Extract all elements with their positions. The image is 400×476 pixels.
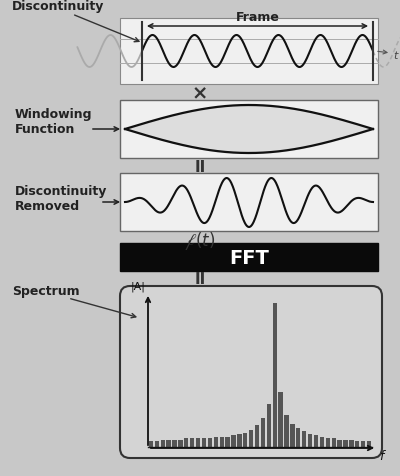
Bar [314,436,318,447]
Bar [202,438,206,447]
Bar [284,416,289,447]
Bar [272,303,277,447]
Bar [337,440,342,447]
Text: Discontinuity: Discontinuity [12,0,104,13]
Bar [231,436,236,447]
Bar [220,437,224,447]
Bar [267,404,271,447]
Bar [237,434,242,447]
Text: Windowing
Function: Windowing Function [15,108,92,136]
Bar [196,438,200,447]
Bar [326,438,330,447]
Bar [290,424,295,447]
Text: FFT: FFT [229,248,269,267]
Bar [349,440,354,447]
Bar [208,438,212,447]
Text: II: II [194,272,206,287]
Text: Spectrum: Spectrum [12,285,80,298]
Bar [343,440,348,447]
Text: $\mathscr{f}$$\mathit{(t)}$: $\mathscr{f}$$\mathit{(t)}$ [184,229,216,251]
Bar [225,437,230,447]
Bar [184,438,188,447]
Text: Frame: Frame [236,11,280,24]
Bar [178,440,183,447]
Bar [120,19,378,85]
Text: t: t [393,51,397,61]
Bar [355,441,360,447]
Bar [172,440,177,447]
Bar [302,431,306,447]
Bar [367,441,371,447]
Text: ×: × [192,84,208,103]
Bar [308,434,312,447]
Bar [190,438,194,447]
Bar [261,418,265,447]
Bar [296,428,300,447]
Bar [166,440,171,447]
Bar [243,433,248,447]
Bar [255,426,259,447]
Bar [361,441,365,447]
Text: f: f [379,449,383,462]
Bar [160,440,165,447]
Bar [214,437,218,447]
Bar [120,174,378,231]
Bar [249,430,253,447]
Bar [278,392,283,447]
Text: Discontinuity
Removed: Discontinuity Removed [15,185,107,213]
Bar [155,441,159,447]
Bar [120,244,378,271]
Text: |A|: |A| [130,281,145,291]
FancyBboxPatch shape [120,287,382,458]
Bar [320,437,324,447]
Text: II: II [194,159,206,174]
Bar [120,101,378,159]
Bar [332,438,336,447]
Bar [149,441,153,447]
